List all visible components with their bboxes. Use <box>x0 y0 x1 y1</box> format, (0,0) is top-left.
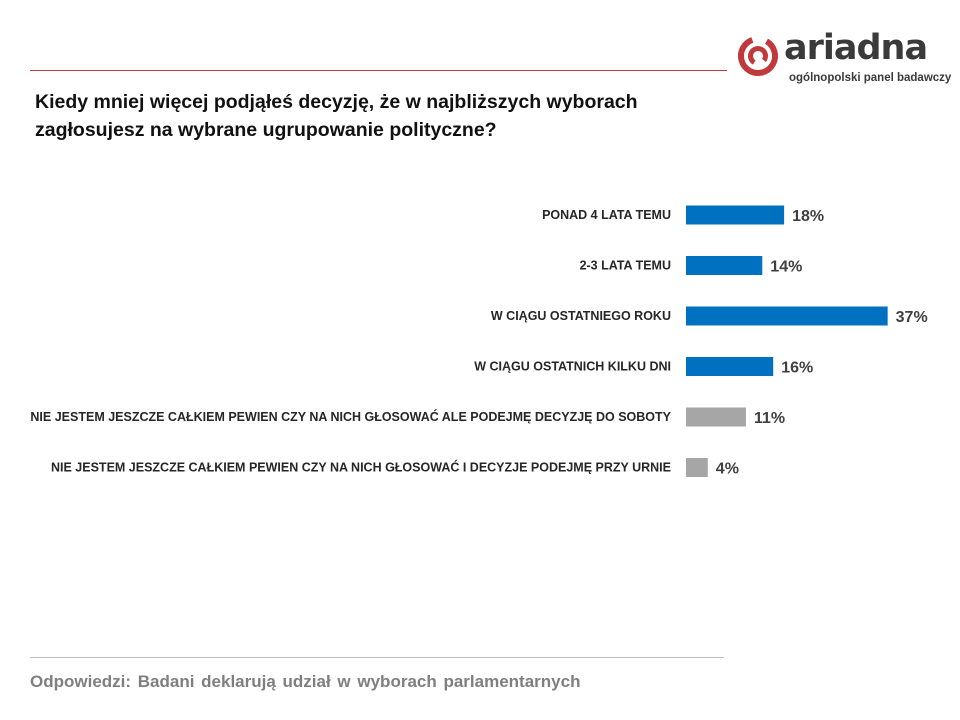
category-label: W CIĄGU OSTATNIEGO ROKU <box>491 309 671 323</box>
footer-divider <box>30 657 724 658</box>
value-label: 18% <box>792 208 824 225</box>
category-label: PONAD 4 LATA TEMU <box>542 208 671 222</box>
category-label: 2-3 LATA TEMU <box>580 259 671 273</box>
bar <box>686 407 746 427</box>
bar <box>686 205 785 225</box>
logo-tagline: ogólnopolski panel badawczy <box>789 72 952 84</box>
category-label: W CIĄGU OSTATNICH KILKU DNI <box>474 360 671 374</box>
value-label: 14% <box>770 259 802 276</box>
ariadna-spiral-icon <box>738 36 778 76</box>
logo-wordmark: ariadna <box>784 28 928 68</box>
header-divider <box>30 70 727 71</box>
bar <box>686 458 708 477</box>
bar <box>686 256 763 275</box>
bar <box>686 357 774 376</box>
bar-chart: PONAD 4 LATA TEMU 18% 2-3 LATA TEMU 14% W CI… <box>30 205 928 478</box>
bar <box>686 306 888 326</box>
category-label: NIE JESTEM JESZCZE CAŁKIEM PEWIEN CZY NA… <box>30 409 671 424</box>
category-label: NIE JESTEM JESZCZE CAŁKIEM PEWIEN CZY NA… <box>51 460 671 475</box>
footer-note: Odpowiedzi: Badani deklarują udział w wy… <box>30 672 581 691</box>
value-label: 4% <box>716 461 739 478</box>
question-title: Kiedy mniej więcej podjąłeś decyzję, że … <box>35 88 715 144</box>
value-label: 16% <box>781 360 813 377</box>
question-line-2: zagłosujesz na wybrane ugrupowanie polit… <box>35 119 497 141</box>
value-label: 11% <box>754 410 785 427</box>
question-line-1: Kiedy mniej więcej podjąłeś decyzję, że … <box>35 91 638 113</box>
value-label: 37% <box>896 309 928 326</box>
ariadna-logo: ariadna ogólnopolski panel badawczy <box>736 28 952 90</box>
